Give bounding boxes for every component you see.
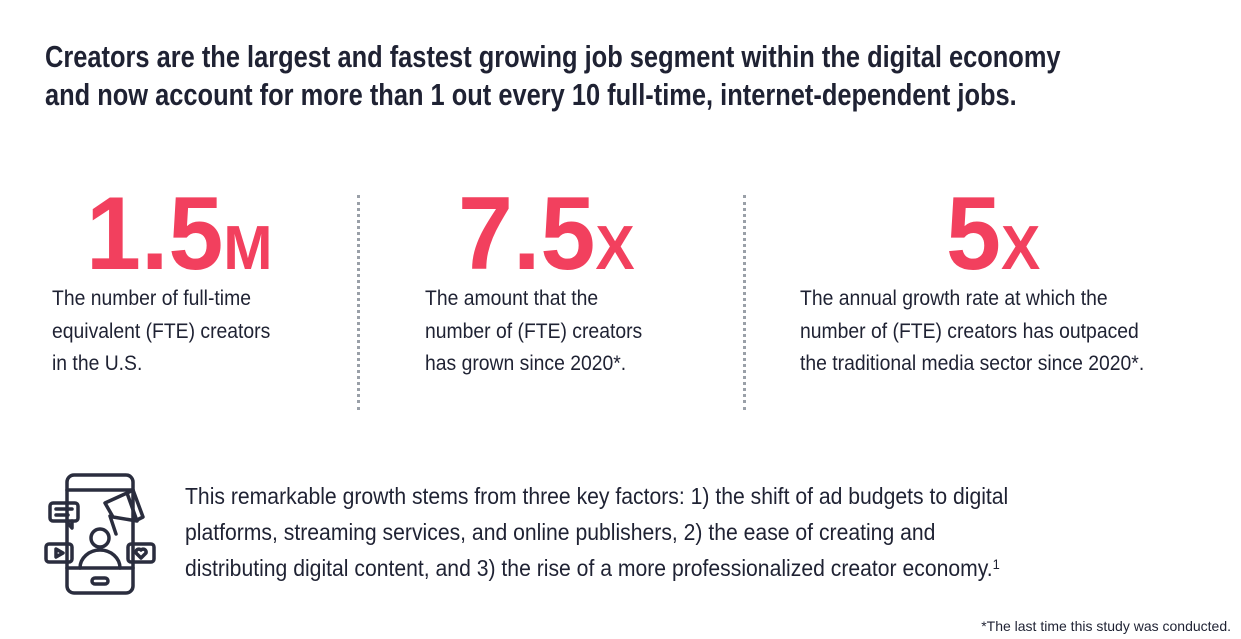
stat-unit: X (1000, 214, 1041, 283)
paragraph-line: platforms, streaming services, and onlin… (185, 519, 936, 545)
paragraph-line: This remarkable growth stems from three … (185, 483, 1009, 509)
stat-number-fte-creators: 1.5M (86, 182, 272, 301)
growth-factors-paragraph: This remarkable growth stems from three … (185, 478, 1008, 586)
headline-line-2: and now account for more than 1 out ever… (45, 77, 1017, 112)
stat-description-fte-creators: The number of full-time equivalent (FTE)… (52, 282, 270, 380)
stat-description-annual-growth: The annual growth rate at which the numb… (800, 282, 1144, 380)
stat-unit: M (223, 214, 273, 283)
desc-line: The amount that the (425, 286, 599, 310)
footnote-reference: 1 (992, 556, 1000, 572)
stat-description-growth: The amount that the number of (FTE) crea… (425, 282, 642, 380)
desc-line: The number of full-time (52, 286, 251, 310)
desc-line: equivalent (FTE) creators (52, 318, 271, 343)
desc-line: number of (FTE) creators has outpaced (800, 318, 1139, 343)
stat-number-annual-growth: 5X (946, 182, 1040, 301)
stat-value: 5 (946, 176, 1001, 292)
desc-line: The annual growth rate at which the (800, 286, 1108, 310)
headline: Creators are the largest and fastest gro… (45, 38, 1061, 114)
footnote: *The last time this study was conducted. (981, 618, 1231, 634)
desc-line: number of (FTE) creators (425, 318, 643, 343)
desc-line: in the U.S. (52, 351, 143, 375)
paragraph-line: distributing digital content, and 3) the… (185, 555, 993, 581)
stat-value: 7.5 (458, 176, 596, 292)
desc-line: has grown since 2020*. (425, 351, 627, 375)
dotted-divider (357, 195, 360, 410)
stat-value: 1.5 (86, 176, 224, 292)
smartphone-creator-megaphone-icon (44, 473, 156, 595)
dotted-divider (743, 195, 746, 410)
stat-number-growth: 7.5X (458, 182, 635, 301)
stat-unit: X (595, 214, 635, 283)
headline-line-1: Creators are the largest and fastest gro… (45, 39, 1061, 74)
desc-line: the traditional media sector since 2020*… (800, 351, 1145, 375)
